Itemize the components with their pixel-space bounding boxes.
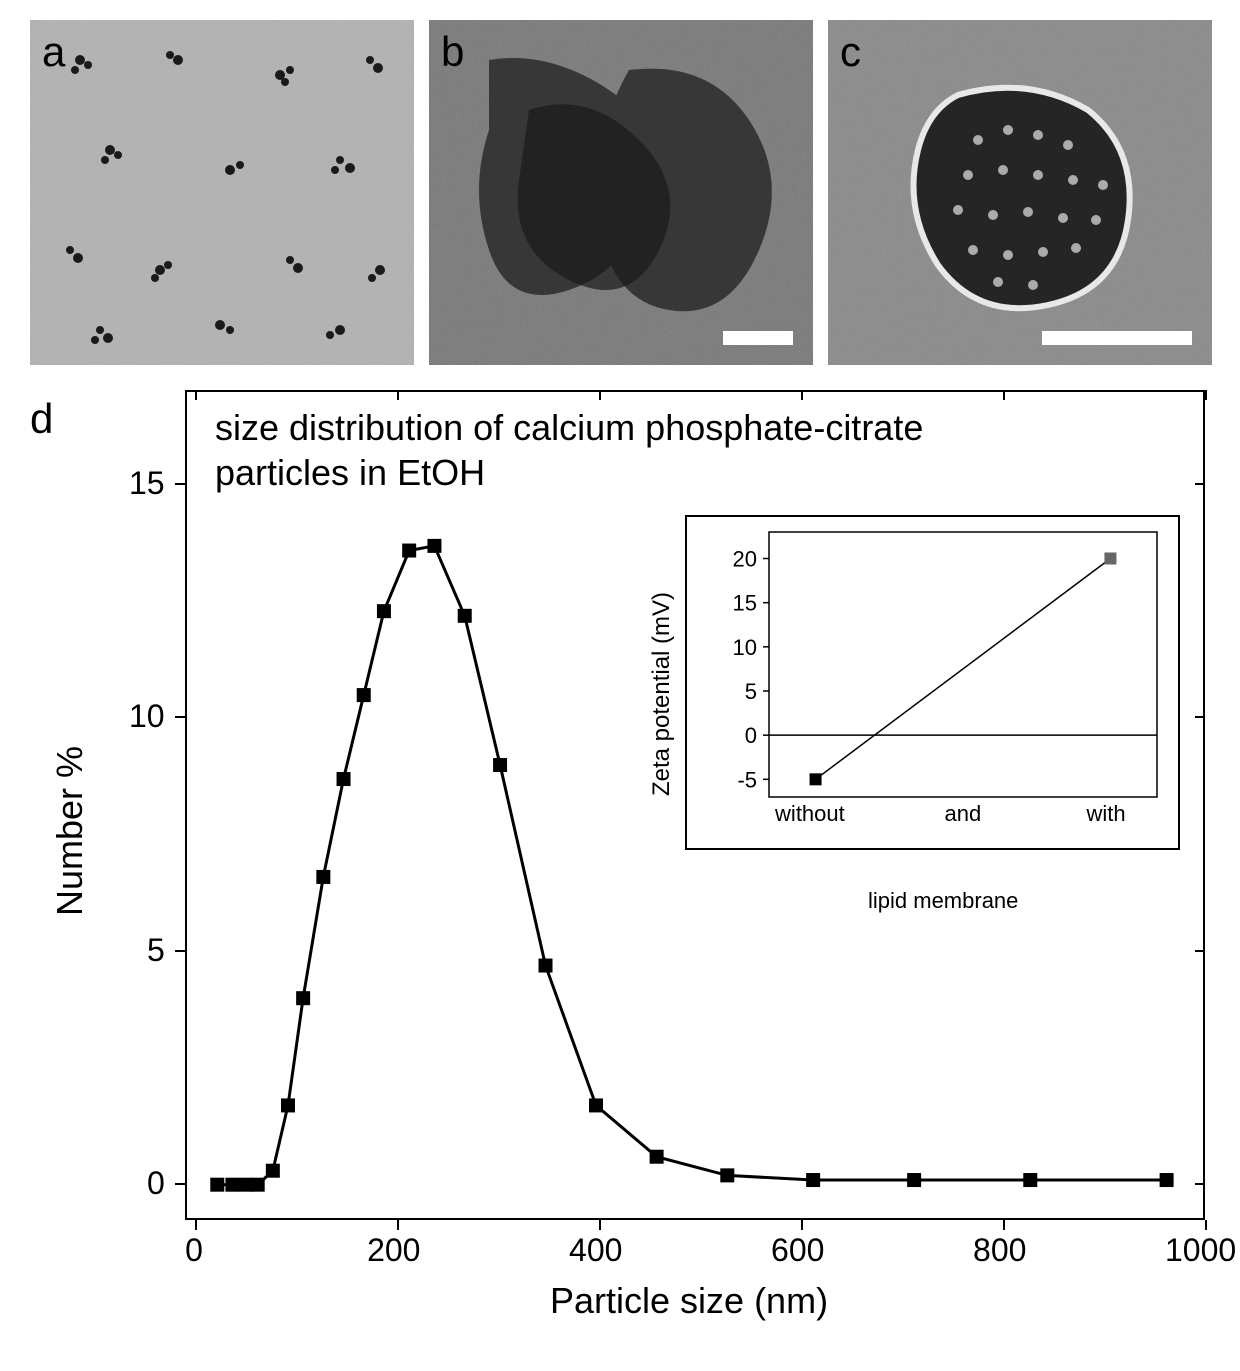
main-x-axis-label: Particle size (nm): [550, 1280, 828, 1322]
micrograph-row: a b: [30, 20, 1220, 365]
micrograph-a: a: [30, 20, 414, 365]
micrograph-c-label: c: [840, 28, 861, 76]
panel-d-label: d: [30, 395, 53, 443]
x-tick-label: 200: [367, 1232, 420, 1269]
svg-text:5: 5: [745, 679, 757, 704]
figure-container: a b: [20, 20, 1220, 1340]
x-tick-label: 400: [569, 1232, 622, 1269]
x-tick-label: 600: [771, 1232, 824, 1269]
y-tick-label: 0: [147, 1165, 165, 1202]
x-tick-label: 1000: [1165, 1232, 1236, 1269]
inset-x-category: with: [1086, 801, 1125, 827]
inset-x-category: without: [775, 801, 845, 827]
chart-title-line1: size distribution of calcium phosphate-c…: [215, 407, 923, 448]
svg-text:10: 10: [733, 635, 757, 660]
micrograph-c: c: [828, 20, 1212, 365]
micrograph-b-label: b: [441, 28, 464, 76]
svg-text:15: 15: [733, 591, 757, 616]
inset-x-sublabel: lipid membrane: [868, 888, 1018, 914]
svg-text:0: 0: [745, 723, 757, 748]
svg-text:20: 20: [733, 547, 757, 572]
x-tick-label: 0: [185, 1232, 203, 1269]
micrograph-c-scale-bar: [1042, 331, 1192, 345]
micrograph-b-scale-bar: [723, 331, 793, 345]
chart-title-line2: particles in EtOH: [215, 452, 485, 493]
y-tick-label: 10: [129, 698, 165, 735]
micrograph-c-bg: [828, 20, 1212, 365]
inset-x-category: and: [945, 801, 982, 827]
chart-panel-d: d size distribution of calcium phosphate…: [30, 380, 1220, 1340]
inset-y-axis-label: Zeta potential (mV): [648, 592, 676, 796]
y-tick-label: 15: [129, 465, 165, 502]
micrograph-b: b: [429, 20, 813, 365]
svg-text:-5: -5: [737, 767, 757, 792]
micrograph-a-bg: [30, 20, 414, 365]
main-chart-title: size distribution of calcium phosphate-c…: [215, 405, 923, 495]
micrograph-b-bg: [429, 20, 813, 365]
x-tick-label: 800: [973, 1232, 1026, 1269]
y-tick-label: 5: [147, 932, 165, 969]
inset-chart-border: -5 0 5 10 15 20: [685, 515, 1180, 850]
micrograph-a-label: a: [42, 28, 65, 76]
main-y-axis-label: Number %: [49, 746, 91, 916]
